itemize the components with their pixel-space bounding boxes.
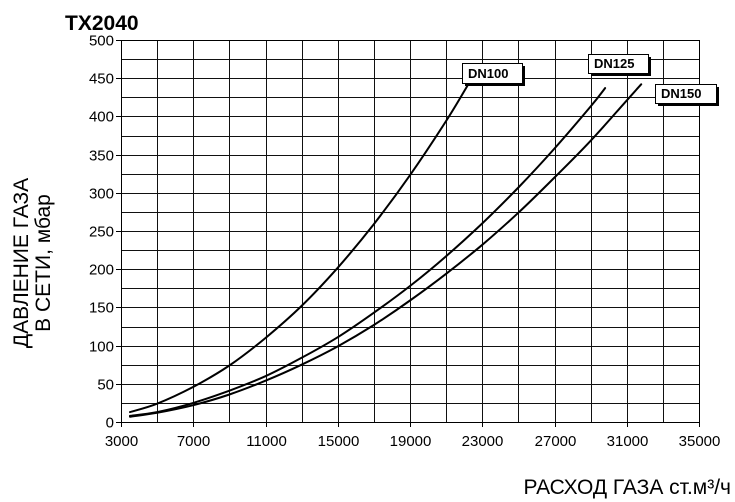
series-labels: DN100 DN125 DN150	[462, 54, 719, 106]
x-tick-label: 27000	[535, 433, 577, 450]
y-tick-label: 50	[97, 377, 114, 394]
y-tick-label: 500	[89, 33, 114, 50]
y-tick-label: 200	[89, 262, 114, 279]
series-line-dn125	[129, 87, 607, 417]
series-label-text: DN100	[468, 66, 508, 81]
y-tick-label: 250	[89, 224, 114, 241]
x-tick-label: 3000	[105, 433, 138, 450]
y-axis-label-line-2: В СЕТИ, мбар	[32, 194, 55, 332]
x-tick-label: 7000	[177, 433, 210, 450]
y-tick-label: 350	[89, 148, 114, 165]
x-tick-label: 19000	[390, 433, 432, 450]
x-tick-label: 35000	[679, 433, 721, 450]
series-line-dn150	[129, 83, 643, 418]
series-label-dn125: DN125	[588, 54, 651, 76]
series-label-box	[588, 54, 649, 74]
x-axis-label: РАСХОД ГАЗА ст.м³/ч	[524, 476, 731, 499]
series-label-box	[462, 63, 523, 84]
series-label-text: DN150	[661, 86, 701, 101]
x-tick-label: 31000	[607, 433, 649, 450]
series-label-dn100: DN100	[462, 63, 525, 86]
y-tick-label: 0	[106, 415, 114, 432]
series-label-box	[655, 84, 717, 104]
x-tick-label: 11000	[246, 433, 287, 450]
x-axis: 3000 7000 11000 15000 19000 23000 27000 31000 35…	[105, 422, 721, 450]
y-tick-label: 450	[89, 71, 114, 88]
y-tick-label: 400	[89, 109, 114, 126]
y-tick-label: 150	[89, 300, 114, 317]
series-lines	[129, 83, 643, 418]
x-tick-label: 15000	[318, 433, 360, 450]
series-label-text: DN125	[594, 56, 634, 71]
series-label-dn150: DN150	[655, 84, 719, 106]
chart-title: TX2040	[65, 12, 139, 35]
grid	[121, 40, 700, 423]
x-tick-label: 23000	[462, 433, 504, 450]
y-axis: 0 50 100 150 200 250 300 350 400 450 500	[89, 33, 121, 432]
y-axis-label-line-1: ДАВЛЕНИЕ ГАЗА	[10, 178, 33, 348]
y-tick-label: 100	[89, 339, 114, 356]
series-line-dn100	[129, 84, 469, 414]
y-tick-label: 300	[89, 186, 114, 203]
